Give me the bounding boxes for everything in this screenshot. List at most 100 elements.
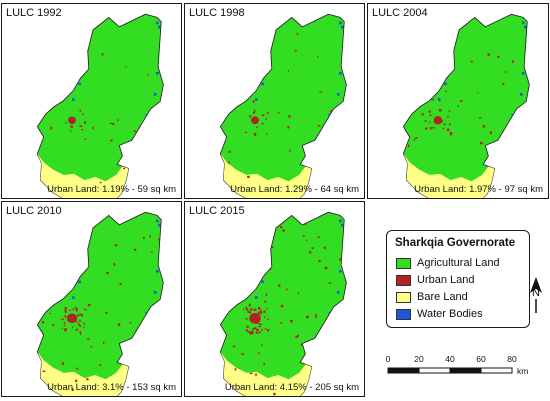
governorate-map-2004 xyxy=(402,13,530,198)
governorate-map-2015 xyxy=(219,211,347,396)
water-body xyxy=(156,21,159,25)
urban-land-patch xyxy=(86,378,89,381)
urban-land-patch xyxy=(252,112,255,114)
agricultural-land-area xyxy=(402,13,530,198)
water-body xyxy=(522,21,525,25)
urban-land-patch xyxy=(106,271,109,275)
urban-land-patch xyxy=(39,220,41,223)
urban-land-patch xyxy=(71,388,74,392)
urban-land-patch xyxy=(64,307,67,310)
urban-land-patch xyxy=(65,310,67,313)
urban-land-patch xyxy=(255,331,259,334)
urban-land-patch xyxy=(318,259,321,263)
agricultural-land-area xyxy=(219,211,347,396)
urban-land-patch xyxy=(247,310,249,313)
urban-land-patch xyxy=(252,327,255,330)
urban-land-patch xyxy=(502,83,505,85)
urban-center xyxy=(66,313,78,324)
urban-land-patch xyxy=(265,328,267,330)
urban-land-patch xyxy=(149,235,151,238)
urban-land-patch xyxy=(39,262,42,265)
urban-land-patch xyxy=(245,285,248,288)
legend-label: Bare Land xyxy=(417,291,468,303)
water-body xyxy=(444,82,447,86)
legend-item-bare: Bare Land xyxy=(396,290,468,304)
urban-land-patch xyxy=(306,315,309,319)
water-body xyxy=(339,270,342,273)
urban-land-patch xyxy=(277,112,280,114)
urban-land-patch xyxy=(264,300,267,303)
urban-land-patch xyxy=(438,108,442,112)
water-body xyxy=(438,98,441,101)
scale-tick-label: 40 xyxy=(445,354,455,364)
bare-land-area xyxy=(403,153,495,198)
urban-land-patch xyxy=(76,367,78,370)
governorate-map-1992 xyxy=(36,13,164,198)
urban-land-patch xyxy=(319,91,322,93)
urban-land-patch xyxy=(280,304,284,308)
urban-land-patch xyxy=(341,308,344,310)
water-body xyxy=(519,93,523,96)
urban-land-patch xyxy=(261,329,263,331)
map-panel-1998: LULC 1998 Urban Land: 1.29% - 64 sq km xyxy=(184,3,365,199)
water-body xyxy=(341,25,344,29)
urban-land-patch xyxy=(249,372,253,375)
urban-land-patch xyxy=(255,373,257,377)
legend-label: Water Bodies xyxy=(417,308,483,320)
water-body xyxy=(339,72,342,75)
urban-land-patch xyxy=(470,60,473,63)
urban-land-patch xyxy=(266,307,268,310)
urban-land-patch xyxy=(75,308,78,311)
governorate-map-1998 xyxy=(219,13,347,198)
urban-land-patch xyxy=(75,328,79,331)
urban-land-patch xyxy=(58,218,61,221)
scale-tick-label: 80 xyxy=(507,354,517,364)
urban-land-patch xyxy=(432,127,435,129)
urban-land-patch xyxy=(449,133,452,136)
urban-land-patch xyxy=(258,331,261,334)
urban-land-patch xyxy=(304,223,307,225)
urban-land-patch xyxy=(79,109,82,112)
urban-land-patch xyxy=(72,308,74,311)
urban-land-patch xyxy=(133,130,136,132)
urban-land-patch xyxy=(72,57,74,59)
urban-land-patch xyxy=(445,90,448,92)
urban-land-patch xyxy=(264,316,266,318)
water-body xyxy=(158,223,161,227)
urban-land-patch xyxy=(139,125,141,127)
urban-land-patch xyxy=(235,296,237,299)
urban-land-patch xyxy=(64,309,66,312)
urban-land-patch xyxy=(457,105,459,107)
urban-swatch xyxy=(396,274,411,286)
panel-title: LULC 1998 xyxy=(189,7,245,19)
urban-land-patch xyxy=(325,378,328,380)
scale-bar: 0 20 40 60 80 km xyxy=(385,354,535,384)
water-body xyxy=(261,280,264,284)
water-body xyxy=(261,82,264,86)
water-body xyxy=(156,270,159,273)
urban-land-patch xyxy=(251,331,254,334)
panel-title: LULC 1992 xyxy=(6,7,62,19)
legend-item-agricultural: Agricultural Land xyxy=(396,256,500,270)
urban-land-patch xyxy=(280,225,283,229)
urban-land-patch xyxy=(229,297,232,299)
water-body xyxy=(78,82,81,86)
urban-land-patch xyxy=(119,283,122,285)
urban-land-patch xyxy=(313,351,317,354)
urban-land-patch xyxy=(69,130,72,132)
urban-land-patch xyxy=(221,301,223,303)
urban-land-patch xyxy=(251,308,254,311)
urban-land-patch xyxy=(504,71,507,73)
urban-land-patch xyxy=(241,353,244,356)
urban-land-patch xyxy=(68,274,72,278)
urban-land-patch xyxy=(56,283,58,286)
urban-land-patch xyxy=(421,113,424,116)
urban-land-patch xyxy=(129,322,132,324)
legend-item-urban: Urban Land xyxy=(396,273,475,287)
bare-land-area xyxy=(37,153,129,198)
scale-tick-label: 20 xyxy=(414,354,424,364)
agricultural-land-area xyxy=(36,211,164,396)
urban-land-patch xyxy=(254,221,257,224)
water-body xyxy=(153,93,157,96)
urban-land-patch xyxy=(257,311,260,314)
